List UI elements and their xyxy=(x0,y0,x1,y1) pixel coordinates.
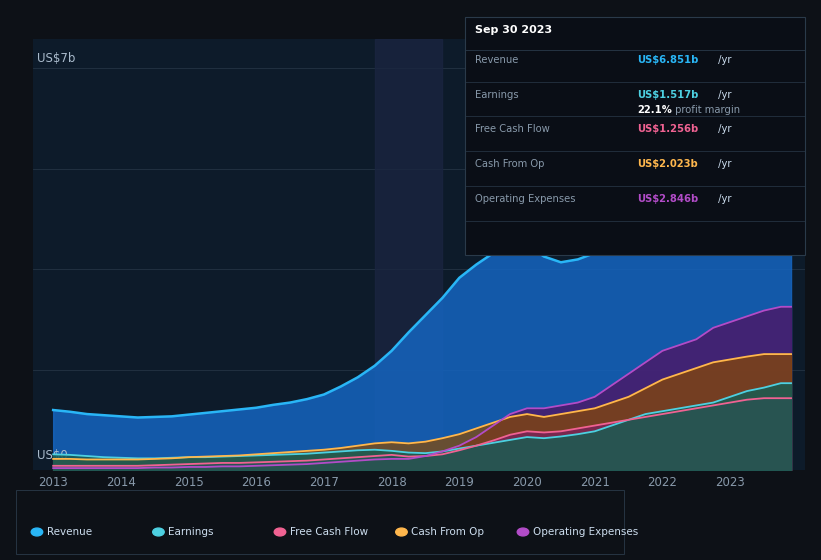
Text: Earnings: Earnings xyxy=(168,527,213,537)
Text: Sep 30 2023: Sep 30 2023 xyxy=(475,25,552,35)
Text: /yr: /yr xyxy=(715,159,732,169)
Text: Operating Expenses: Operating Expenses xyxy=(475,194,575,204)
Text: Free Cash Flow: Free Cash Flow xyxy=(475,124,549,134)
Text: /yr: /yr xyxy=(715,90,732,100)
Text: US$7b: US$7b xyxy=(37,52,75,65)
Text: Cash From Op: Cash From Op xyxy=(475,159,544,169)
Text: US$1.256b: US$1.256b xyxy=(637,124,699,134)
Text: 22.1%: 22.1% xyxy=(637,105,672,115)
Text: /yr: /yr xyxy=(715,194,732,204)
Text: US$1.517b: US$1.517b xyxy=(637,90,699,100)
Text: Revenue: Revenue xyxy=(475,55,518,65)
Text: Revenue: Revenue xyxy=(47,527,92,537)
Text: /yr: /yr xyxy=(715,124,732,134)
Text: US$0: US$0 xyxy=(37,449,67,462)
Text: Earnings: Earnings xyxy=(475,90,518,100)
Text: US$6.851b: US$6.851b xyxy=(637,55,699,65)
Text: US$2.023b: US$2.023b xyxy=(637,159,698,169)
Text: US$2.846b: US$2.846b xyxy=(637,194,699,204)
Text: profit margin: profit margin xyxy=(672,105,740,115)
Text: Free Cash Flow: Free Cash Flow xyxy=(290,527,368,537)
Bar xyxy=(374,39,443,470)
Text: Cash From Op: Cash From Op xyxy=(411,527,484,537)
Text: /yr: /yr xyxy=(715,55,732,65)
Text: Operating Expenses: Operating Expenses xyxy=(533,527,638,537)
